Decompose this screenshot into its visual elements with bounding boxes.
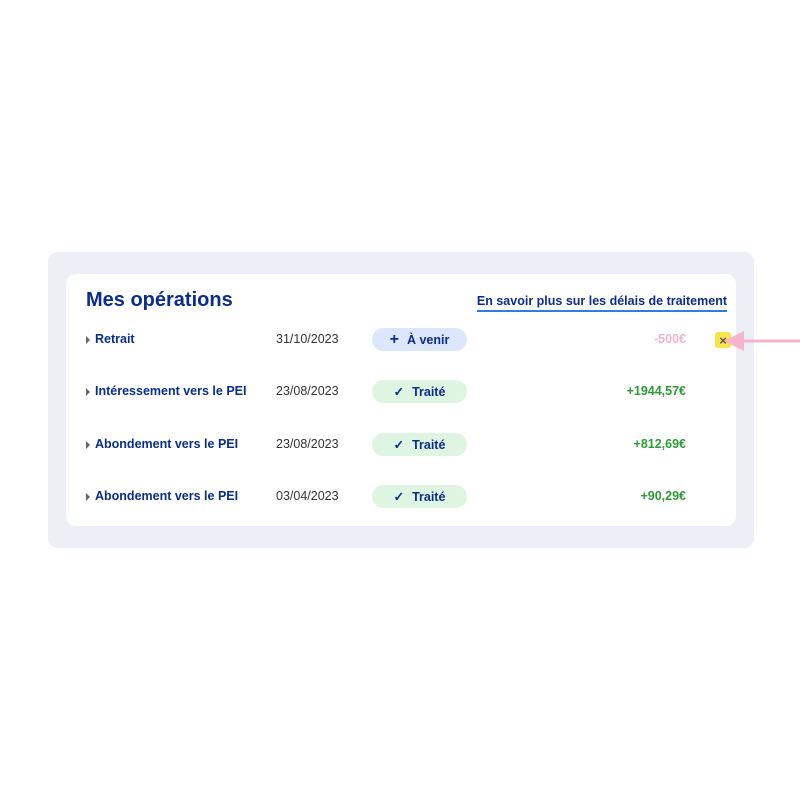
operation-amount: +90,29€ [640,489,686,503]
status-badge: ✓ Traité [372,485,467,508]
check-icon: ✓ [393,385,405,399]
operation-label: Abondement vers le PEI [95,437,239,451]
expand-caret-icon[interactable] [86,441,90,449]
status-badge: ✓ Traité [372,380,467,403]
operation-amount: -500€ [654,332,686,346]
operation-amount: +1944,57€ [626,384,686,398]
status-text: Traité [412,384,446,399]
expand-caret-icon[interactable] [86,388,90,396]
cancel-operation-button[interactable]: × [715,332,731,348]
operation-amount: +812,69€ [633,437,686,451]
page-title: Mes opérations [86,289,233,311]
expand-caret-icon[interactable] [86,493,90,501]
pointer-arrow-icon [724,331,800,351]
operation-date: 03/04/2023 [276,489,339,503]
status-text: Traité [412,489,446,504]
operation-row[interactable]: Retrait 31/10/2023 + À venir -500€ × [86,328,731,352]
status-text: Traité [412,437,446,452]
plus-icon: + [389,330,399,348]
operation-row[interactable]: Abondement vers le PEI 23/08/2023 ✓ Trait… [86,433,726,457]
check-icon: ✓ [393,490,405,504]
check-icon: ✓ [393,438,405,452]
operations-card: Mes opérations En savoir plus sur les dé… [66,274,736,526]
operation-row[interactable]: Abondement vers le PEI 03/04/2023 ✓ Trait… [86,485,726,509]
expand-caret-icon[interactable] [86,336,90,344]
operation-date: 31/10/2023 [276,332,339,346]
status-text: À venir [406,332,450,347]
operation-label: Abondement vers le PEI [95,489,239,503]
operation-label: Intéressement vers le PEI [95,384,247,398]
status-badge: ✓ Traité [372,433,467,456]
status-badge: + À venir [372,328,467,351]
processing-delays-link[interactable]: En savoir plus sur les délais de traitem… [476,294,727,312]
operation-date: 23/08/2023 [276,384,339,398]
operation-label: Retrait [95,332,135,346]
operation-row[interactable]: Intéressement vers le PEI 23/08/2023 ✓ Tr… [86,380,726,404]
operation-date: 23/08/2023 [276,437,339,451]
